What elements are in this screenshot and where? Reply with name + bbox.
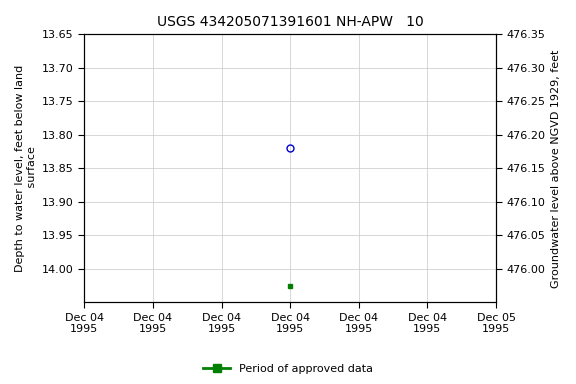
Legend: Period of approved data: Period of approved data (198, 359, 378, 379)
Title: USGS 434205071391601 NH-APW   10: USGS 434205071391601 NH-APW 10 (157, 15, 423, 29)
Y-axis label: Groundwater level above NGVD 1929, feet: Groundwater level above NGVD 1929, feet (551, 49, 561, 288)
Y-axis label: Depth to water level, feet below land
 surface: Depth to water level, feet below land su… (15, 65, 37, 272)
